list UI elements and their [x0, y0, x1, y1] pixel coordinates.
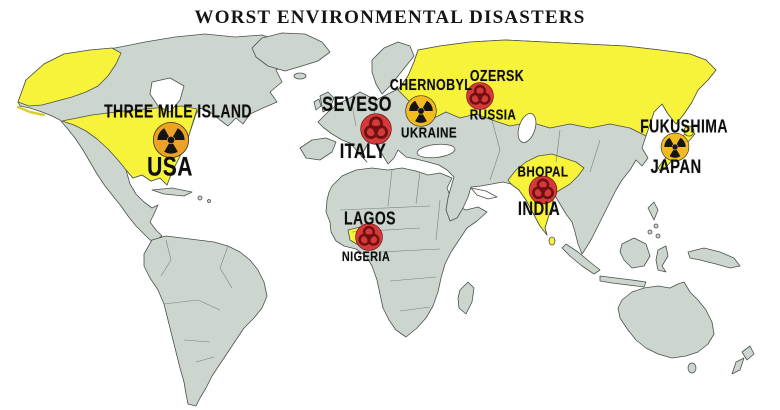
- disaster-country-label: JAPAN: [650, 157, 702, 178]
- radiation-icon: [405, 95, 437, 127]
- disaster-site-label: LAGOS: [344, 208, 396, 229]
- disaster-site-label: SEVESO: [322, 93, 392, 116]
- disaster-country-label: NIGERIA: [341, 248, 391, 264]
- disaster-site-label: CHERNOBYL: [389, 77, 473, 94]
- disaster-site-label: OZERSK: [469, 68, 525, 85]
- page-title: WORST ENVIRONMENTAL DISASTERS: [194, 7, 586, 28]
- disaster-country-label: ITALY: [339, 140, 387, 163]
- inland-seas: [149, 77, 537, 200]
- disaster-country-label: RUSSIA: [469, 106, 517, 124]
- disaster-country-label: UKRAINE: [400, 124, 458, 142]
- disaster-site-label: THREE MILE ISLAND: [104, 101, 252, 122]
- disaster-country-label: INDIA: [517, 199, 561, 220]
- disaster-country-label: USA: [147, 151, 193, 182]
- disaster-site-label: FUKUSHIMA: [640, 116, 728, 137]
- country-borders: [160, 99, 601, 363]
- disaster-site-label: BHOPAL: [517, 163, 569, 181]
